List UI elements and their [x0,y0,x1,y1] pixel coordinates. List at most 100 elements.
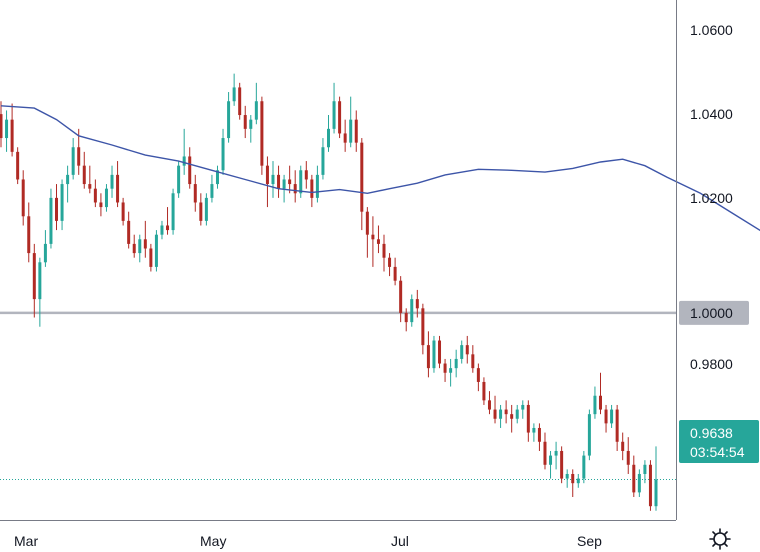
candle-body [204,197,208,221]
candle-body [327,128,330,148]
candle-body [166,225,170,231]
candle-body [637,473,641,493]
candle-body [504,409,508,415]
candle-body [521,404,525,410]
candle-body [254,101,258,120]
price-axis[interactable]: 1.0600 1.0400 1.0200 0.9800 [690,22,733,372]
candle-body [404,312,408,323]
candle-body [643,464,647,474]
candle-body [604,409,608,424]
candle-body [321,147,325,175]
x-tick-label: Jul [391,533,409,549]
candle-body [88,184,92,189]
candle-body [0,114,3,139]
countdown-label: 03:54:54 [690,444,745,460]
candle-body [515,409,519,419]
candle-body [338,101,342,134]
candle-body [127,220,131,244]
candle-body [288,179,292,185]
candle-body [49,197,53,244]
candle-body [5,119,9,139]
y-tick-label: 1.0200 [690,190,733,206]
moving-average-line [0,105,760,232]
candle-body [415,299,419,309]
candle-body [476,368,480,382]
candle-body [71,147,75,175]
candle-body [388,257,392,267]
candle-body [443,363,447,373]
candle-body [27,216,31,254]
candle-body [193,184,197,203]
candle-body [376,239,380,244]
candle-body [554,450,558,456]
candle-body [110,174,114,189]
candle-body [116,174,120,203]
candle-body [304,170,308,180]
candle-body [571,473,575,484]
candle-body [471,354,475,369]
candle-body [188,156,192,185]
candle-body [82,165,86,185]
candle-body [177,165,181,194]
candle-body [432,340,436,369]
candle-body [621,441,625,451]
candle-body [582,455,586,479]
candle-body [271,174,275,185]
candle-body [426,345,430,369]
candle-body [560,450,564,479]
candle-body [648,464,652,507]
candle-body [576,478,580,484]
gear-icon[interactable] [709,528,731,550]
candle-body [632,464,636,493]
candle-body [60,184,64,221]
candle-body [410,299,414,323]
candle-body [393,266,397,281]
candle-body [438,340,442,364]
candle-body [143,239,147,249]
candle-body [449,368,453,373]
candle-body [537,427,541,442]
candle-body [593,395,597,415]
last-price-label: 0.9638 [690,425,733,441]
x-tick-label: Mar [14,533,38,549]
candle-body [21,179,25,217]
candle-body [299,170,303,194]
candle-body [343,133,347,143]
candle-body [315,174,319,198]
time-axis[interactable]: Mar May Jul Sep [14,533,602,549]
candle-body [215,170,219,185]
candle-body [243,115,247,129]
candle-body [382,243,386,258]
y-tick-label: 0.9800 [690,356,733,372]
candle-body [232,87,236,102]
horizontal-level-badge[interactable]: 1.0000 [679,300,749,325]
candle-body [154,234,158,267]
candle-body [265,165,269,185]
candle-body [210,184,214,198]
candle-body [482,381,486,401]
candle-body [349,119,353,143]
plot-area[interactable] [0,73,760,511]
candle-body [38,262,42,300]
candle-body [160,225,164,235]
candle-body [138,239,142,254]
candle-body [55,197,59,221]
candle-body [549,455,553,465]
candle-body [10,119,14,152]
candle-body [77,147,81,166]
candle-body [615,409,619,442]
candle-body [654,479,658,507]
candle-body [510,414,514,419]
y-tick-label: 1.0400 [690,106,733,122]
candle-body [221,138,225,171]
candle-body [332,101,336,129]
candle-body [32,253,36,300]
candle-body [132,243,136,254]
candle-body [365,211,369,235]
candle-body [465,345,469,355]
candle-body [360,142,364,212]
candle-body [104,188,108,208]
candle-body [626,450,630,465]
candle-body [16,151,20,180]
